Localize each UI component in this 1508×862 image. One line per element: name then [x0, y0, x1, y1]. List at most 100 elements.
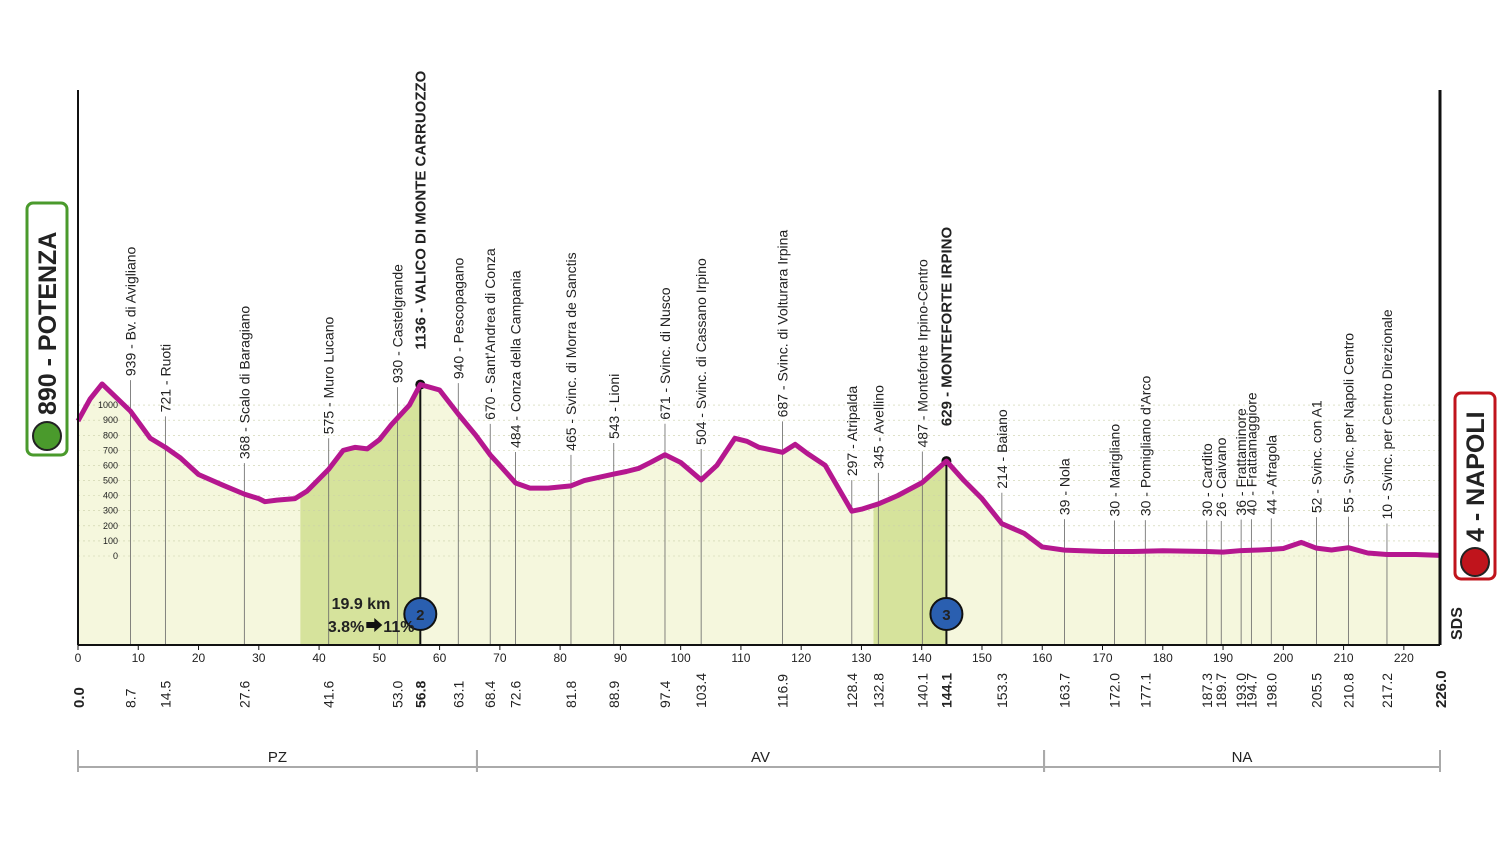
x-tick-label: 150	[972, 651, 992, 665]
climb-area	[873, 461, 947, 645]
climb-category: 2	[416, 607, 424, 624]
x-tick-label: 10	[132, 651, 146, 665]
waypoint-km: 163.7	[1057, 673, 1073, 708]
y-tick-label: 100	[103, 536, 118, 546]
x-tick-label: 210	[1334, 651, 1354, 665]
profile-line	[75, 381, 1441, 558]
waypoint-label: 26 - Caivano	[1213, 437, 1229, 517]
waypoint-km: 194.7	[1243, 673, 1259, 708]
waypoint-km: 187.3	[1199, 673, 1215, 708]
climb-category: 3	[942, 607, 950, 624]
waypoint-label: 930 - Castelgrande	[389, 264, 405, 383]
y-tick-label: 1000	[98, 400, 118, 410]
province-label: PZ	[268, 749, 287, 766]
x-tick-label: 200	[1273, 651, 1293, 665]
waypoint-label: 30 - Marigliano	[1107, 424, 1123, 517]
x-tick-label: 180	[1153, 651, 1173, 665]
waypoint-label: 1136 - VALICO DI MONTE CARRUOZZO	[412, 70, 429, 349]
start-label: 890 - POTENZA	[34, 232, 62, 415]
waypoint-km: 103.4	[693, 673, 709, 708]
waypoint-label: 30 - Cardito	[1199, 443, 1215, 516]
y-tick-label: 900	[103, 415, 118, 425]
waypoint-label: 39 - Nola	[1057, 458, 1073, 515]
waypoint-km: 68.4	[482, 681, 498, 708]
waypoint-label: 10 - Svinc. per Centro Direzionale	[1379, 309, 1395, 519]
y-tick-label: 500	[103, 476, 118, 486]
waypoint-label: 40 - Frattamaggiore	[1243, 392, 1259, 515]
x-tick-label: 130	[851, 651, 871, 665]
waypoint-label: 55 - Svinc. per Napoli Centro	[1340, 333, 1356, 513]
x-tick-label: 30	[252, 651, 266, 665]
x-tick-label: 170	[1092, 651, 1112, 665]
waypoint-label: 297 - Atripalda	[844, 386, 860, 476]
x-tick-label: 60	[433, 651, 447, 665]
waypoint-km: 140.1	[914, 673, 930, 708]
y-tick-label: 700	[103, 445, 118, 455]
finish-box	[1453, 391, 1497, 581]
x-tick-label: 120	[791, 651, 811, 665]
finish-km: 226.0	[1433, 670, 1450, 708]
y-tick-label: 400	[103, 491, 118, 501]
x-tick-label: 160	[1032, 651, 1052, 665]
waypoint-label: 575 - Muro Lucano	[321, 316, 337, 434]
province-label: AV	[751, 749, 770, 766]
x-tick-label: 40	[312, 651, 326, 665]
climb-max: 11%	[383, 619, 414, 636]
x-tick-label: 70	[493, 651, 507, 665]
x-tick-label: 190	[1213, 651, 1233, 665]
waypoint-km: 144.1	[938, 673, 954, 708]
waypoint-label: 52 - Svinc. con A1	[1308, 400, 1324, 513]
waypoint-km: 72.6	[508, 681, 524, 708]
x-tick-label: 80	[553, 651, 567, 665]
climb-marker	[929, 597, 964, 631]
start-km: 0.0	[71, 687, 88, 708]
x-tick-label: 100	[671, 651, 691, 665]
waypoint-label: 721 - Ruoti	[157, 344, 173, 412]
waypoint-km: 63.1	[450, 681, 466, 708]
province-label: NA	[1232, 749, 1253, 766]
waypoint-label: 543 - Lioni	[606, 374, 622, 439]
waypoint-km: 8.7	[122, 688, 138, 708]
waypoint-km: 56.8	[412, 681, 428, 708]
waypoint-label: 487 - Monteforte Irpino-Centro	[914, 259, 930, 448]
waypoint-label: 368 - Scalo di Baragiano	[236, 306, 252, 460]
waypoint-km: 41.6	[321, 681, 337, 708]
start-box	[25, 201, 69, 457]
waypoint-km: 88.9	[606, 681, 622, 708]
waypoint-label: 629 - MONTEFORTE IRPINO	[938, 227, 955, 427]
waypoint-km: 193.0	[1233, 673, 1249, 708]
waypoint-km: 172.0	[1107, 673, 1123, 708]
x-tick-label: 90	[614, 651, 628, 665]
waypoint-km: 14.5	[157, 681, 173, 708]
waypoint-km: 27.6	[236, 681, 252, 708]
x-tick-label: 220	[1394, 651, 1414, 665]
waypoint-label: 36 - Frattaminore	[1233, 408, 1249, 516]
waypoint-km: 153.3	[994, 673, 1010, 708]
climb-area	[300, 384, 421, 645]
waypoint-km: 116.9	[775, 674, 791, 708]
waypoint-km: 53.0	[389, 681, 405, 708]
waypoint-label: 940 - Pescopagano	[450, 258, 466, 380]
waypoint-km: 97.4	[657, 681, 673, 708]
climb-average: 3.8%	[328, 619, 364, 636]
x-tick-label: 0	[75, 651, 82, 665]
waypoint-km: 198.0	[1263, 673, 1279, 708]
waypoint-km: 210.8	[1340, 673, 1356, 708]
x-tick-label: 110	[731, 651, 750, 665]
waypoint-label: 687 - Svinc. di Volturara Irpina	[775, 230, 791, 418]
waypoint-km: 128.4	[844, 673, 860, 708]
waypoint-km: 177.1	[1137, 673, 1153, 708]
waypoint-label: 671 - Svinc. di Nusco	[657, 287, 673, 419]
logo: SDS	[1449, 607, 1466, 640]
finish-label: 4 - NAPOLI	[1462, 411, 1490, 542]
x-tick-label: 50	[373, 651, 387, 665]
climb-marker	[403, 597, 438, 631]
waypoint-label: 214 - Baiano	[994, 409, 1010, 489]
waypoint-label: 44 - Afragola	[1263, 435, 1279, 515]
y-tick-label: 0	[113, 551, 118, 561]
y-tick-label: 300	[103, 506, 118, 516]
x-tick-label: 140	[912, 651, 932, 665]
waypoint-km: 132.8	[870, 673, 886, 708]
waypoint-label: 484 - Conza della Campania	[508, 270, 524, 448]
